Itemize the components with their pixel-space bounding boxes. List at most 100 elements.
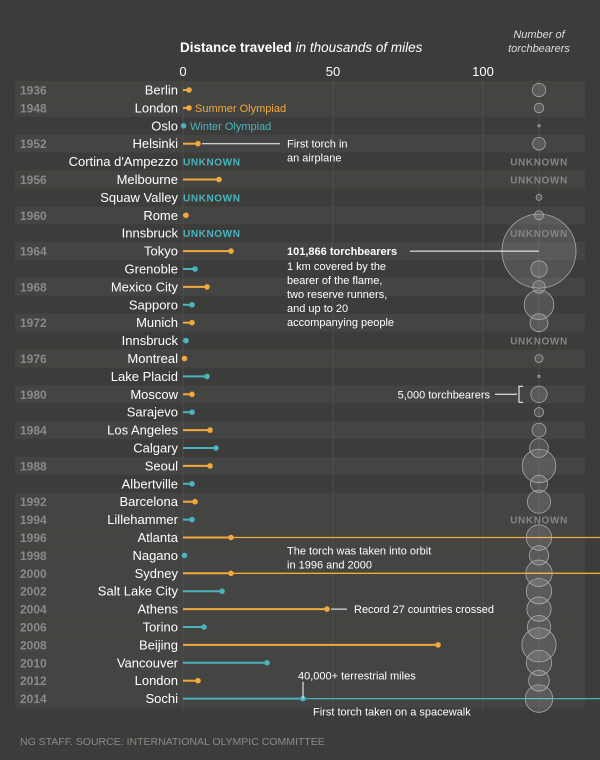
distance-point xyxy=(204,284,210,290)
city-label: Barcelona xyxy=(119,494,178,509)
year-band xyxy=(15,546,585,565)
distance-point xyxy=(180,123,187,129)
torchbearer-bubble xyxy=(537,124,541,128)
torchbearer-unknown-label: UNKNOWN xyxy=(510,158,568,169)
torchbearer-bubble xyxy=(529,313,549,333)
year-label: 1952 xyxy=(20,137,47,151)
city-label: Innsbruck xyxy=(122,333,179,348)
distance-point xyxy=(189,516,195,523)
distance-point xyxy=(216,176,222,183)
distance-point xyxy=(204,373,210,380)
distance-unknown-label: UNKNOWN xyxy=(183,229,241,240)
distance-point xyxy=(195,677,201,684)
year-label: 1960 xyxy=(20,209,47,223)
year-band xyxy=(15,349,585,368)
distance-point xyxy=(183,212,189,219)
annotation-tokyo-4: and up to 20 xyxy=(287,303,348,315)
year-label: 1996 xyxy=(20,531,47,545)
torchbearer-bubble xyxy=(533,407,545,418)
torchbearer-bubble xyxy=(527,615,551,639)
city-label: Moscow xyxy=(130,387,178,402)
year-label: 1936 xyxy=(20,84,47,98)
torchbearer-bubble xyxy=(532,136,546,151)
city-label: Vancouver xyxy=(117,655,179,670)
distance-point xyxy=(186,105,192,111)
torchbearer-bubble xyxy=(524,684,554,713)
legend-winter: Winter Olympiad xyxy=(190,121,271,133)
torchbearer-bubble xyxy=(534,354,544,363)
annotation-athens: Record 27 countries crossed xyxy=(354,604,494,616)
torchbearer-bubble xyxy=(525,649,553,676)
year-label: 1948 xyxy=(20,101,47,115)
x-tick-label: 100 xyxy=(472,64,494,79)
year-band xyxy=(15,456,585,475)
year-band xyxy=(15,98,585,117)
torchbearer-bubble xyxy=(534,210,544,221)
distance-unknown-label: UNKNOWN xyxy=(183,193,241,204)
year-band xyxy=(15,582,585,601)
year-label: 2008 xyxy=(20,638,47,652)
annotation-tokyo-bold: 101,866 torchbearers xyxy=(287,246,397,258)
year-label: 2010 xyxy=(20,656,47,670)
year-label: 1984 xyxy=(20,424,47,438)
city-label: Sochi xyxy=(145,691,178,706)
distance-point xyxy=(324,606,330,612)
year-band xyxy=(15,170,585,189)
torchbearers-header-line2: torchbearers xyxy=(508,43,570,55)
city-label: Rome xyxy=(143,208,178,223)
torchbearer-bubble xyxy=(535,194,543,201)
city-label: Munich xyxy=(136,315,178,330)
city-label: Helsinki xyxy=(132,136,178,151)
source-credit: NG STAFF. SOURCE: INTERNATIONAL OLYMPIC … xyxy=(20,736,325,748)
legend-summer: Summer Olympiad xyxy=(195,103,286,115)
distance-point xyxy=(181,355,188,362)
torchbearer-bubble xyxy=(526,596,552,622)
annotation-tokyo-3: two reserve runners, xyxy=(287,289,387,301)
torchbearer-unknown-label: UNKNOWN xyxy=(510,229,568,240)
torchbearer-bubble xyxy=(523,289,555,321)
row-bands xyxy=(15,81,585,708)
annotation-tokyo-2: bearer of the flame, xyxy=(287,275,382,287)
city-label: Calgary xyxy=(133,441,178,456)
row-labels: 1936 Berlin 1948 London Oslo 1952 Helsinki Cort… xyxy=(20,83,568,707)
torchbearer-unknown-label: UNKNOWN xyxy=(510,176,568,187)
city-label: London xyxy=(135,100,178,115)
city-label: London xyxy=(135,673,178,688)
city-label: Mexico City xyxy=(111,279,179,294)
annotations: First torch in an airplane 101,866 torchbe… xyxy=(202,139,539,719)
torchbearer-bubble xyxy=(529,438,549,458)
city-label: Innsbruck xyxy=(122,226,179,241)
city-label: Salt Lake City xyxy=(98,584,179,599)
distance-point xyxy=(192,266,198,272)
city-label: Seoul xyxy=(145,458,178,473)
annotation-orbit-1: The torch was taken into orbit xyxy=(287,546,431,558)
x-tick-label: 0 xyxy=(179,64,186,79)
annotation-orbit-2: in 1996 and 2000 xyxy=(287,560,372,572)
distance-point xyxy=(228,248,234,254)
torchbearer-unknown-label: UNKNOWN xyxy=(510,516,568,527)
year-label: 2000 xyxy=(20,567,47,581)
year-band xyxy=(15,242,585,261)
year-band xyxy=(15,81,585,99)
year-band xyxy=(15,385,585,404)
city-label: Los Angeles xyxy=(107,423,178,438)
annotation-moscow: 5,000 torchbearers xyxy=(398,389,491,401)
city-label: Sydney xyxy=(135,566,179,581)
year-band xyxy=(15,277,585,296)
torchbearer-bubble xyxy=(525,524,553,551)
distance-point xyxy=(186,87,192,93)
distance-point xyxy=(264,660,270,666)
torchbearer-bubble xyxy=(530,260,548,278)
chart-title: Distance traveled in thousands of miles xyxy=(180,40,423,55)
year-label: 1968 xyxy=(20,280,47,294)
city-label: Torino xyxy=(143,620,178,635)
year-label: 1988 xyxy=(20,459,47,473)
distance-point xyxy=(207,427,213,433)
bars xyxy=(180,87,600,702)
city-label: Atlanta xyxy=(138,530,179,545)
distance-point xyxy=(189,481,195,487)
city-label: Melbourne xyxy=(117,172,178,187)
bubbles xyxy=(501,82,577,713)
annotation-tokyo-1: 1 km covered by the xyxy=(287,261,386,273)
year-label: 2004 xyxy=(20,603,47,617)
